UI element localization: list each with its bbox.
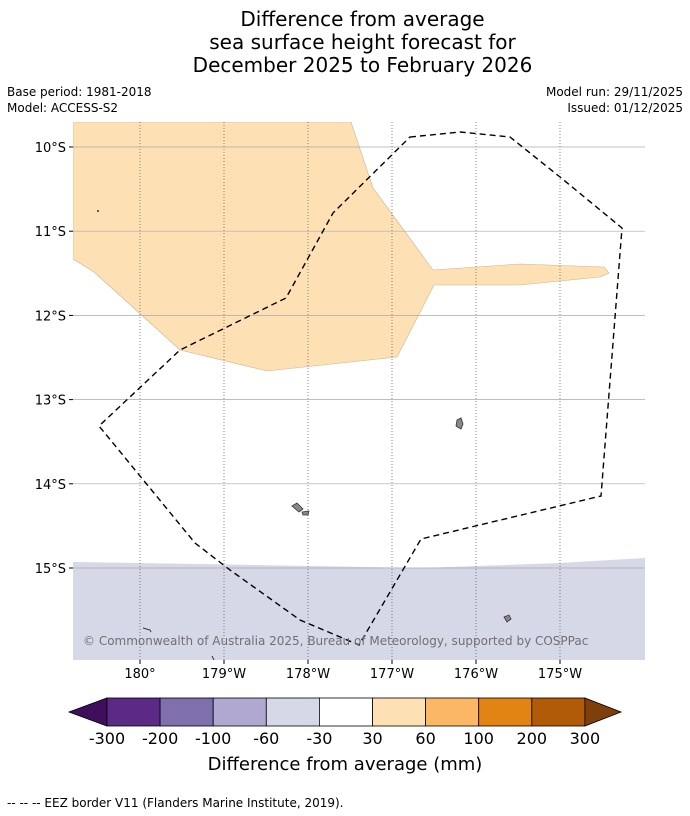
colorbar-tick-label: 30 xyxy=(362,729,382,748)
copyright-text: © Commonwealth of Australia 2025, Bureau… xyxy=(83,634,588,648)
x-tick-label: 178°W xyxy=(286,667,330,682)
anomaly-region-positive xyxy=(73,122,610,372)
model-name: Model: ACCESS-S2 xyxy=(7,101,119,115)
colorbar-bin xyxy=(318,697,373,727)
y-tick-label: 14°S xyxy=(35,478,66,493)
colorbar-bin xyxy=(106,697,161,727)
colorbar-bin xyxy=(425,697,480,727)
island-1 xyxy=(455,417,464,430)
islands xyxy=(97,210,512,660)
island-6 xyxy=(142,627,152,633)
y-axis: 10°S 11°S 12°S 13°S 14°S 15°S xyxy=(35,141,73,577)
x-axis: 180° 179°W 178°W 177°W 176°W 175°W xyxy=(124,660,582,682)
colorbar-tick-label: -60 xyxy=(253,729,279,748)
colorbar-bin xyxy=(159,697,214,727)
eez-border xyxy=(98,131,623,646)
island-4 xyxy=(503,614,512,623)
x-tick-label: 179°W xyxy=(202,667,246,682)
y-tick-label: 10°S xyxy=(35,141,66,156)
chart-title: Difference from average sea surface heig… xyxy=(0,8,690,77)
y-tick-label: 13°S xyxy=(35,394,66,409)
y-tick-label: 12°S xyxy=(35,309,66,324)
model-run: Model run: 29/11/2025 xyxy=(545,85,683,99)
colorbar-tick-label: 300 xyxy=(570,729,601,748)
colorbar-tick-label: -30 xyxy=(306,729,332,748)
colorbar-label: Difference from average (mm) xyxy=(207,754,483,775)
x-tick-label: 175°W xyxy=(538,667,582,682)
colorbar-tick-label: 200 xyxy=(517,729,548,748)
island-5 xyxy=(97,210,99,212)
map-plot-area: © Commonwealth of Australia 2025, Bureau… xyxy=(73,122,645,660)
y-tick-label: 11°S xyxy=(35,225,66,240)
colorbar-bin xyxy=(478,697,533,727)
anomaly-region-negative xyxy=(73,558,645,660)
base-period: Base period: 1981-2018 xyxy=(7,85,152,99)
title-line-3: December 2025 to February 2026 xyxy=(192,53,533,77)
metadata-left: Base period: 1981-2018 Model: ACCESS-S2 xyxy=(7,84,152,116)
island-3 xyxy=(301,510,310,516)
grid-lines xyxy=(73,122,645,660)
colorbar-bin xyxy=(372,697,426,727)
eez-legend-note: -- -- -- EEZ border V11 (Flanders Marine… xyxy=(7,796,344,810)
colorbar-extend-high xyxy=(584,697,623,727)
colorbar-tick-label: -300 xyxy=(89,729,125,748)
colorbar: -300 -200 -100 -60 -30 30 60 100 200 300 xyxy=(67,697,623,748)
colorbar-tick-label: -200 xyxy=(142,729,178,748)
x-tick-label: 180° xyxy=(124,667,155,682)
colorbar-tick-label: 60 xyxy=(415,729,435,748)
title-line-1: Difference from average xyxy=(240,7,485,31)
island-7 xyxy=(211,655,215,660)
colorbar-tick-label: 100 xyxy=(463,729,494,748)
colorbar-bin xyxy=(265,697,320,727)
issued-date: Issued: 01/12/2025 xyxy=(567,101,683,115)
island-2 xyxy=(291,502,304,513)
colorbar-tick-label: -100 xyxy=(195,729,231,748)
x-tick-label: 177°W xyxy=(370,667,414,682)
title-line-2: sea surface height forecast for xyxy=(209,30,516,54)
metadata-right: Model run: 29/11/2025 Issued: 01/12/2025 xyxy=(546,84,683,116)
y-tick-label: 15°S xyxy=(35,562,66,577)
colorbar-extend-low xyxy=(67,697,108,727)
x-tick-label: 176°W xyxy=(454,667,498,682)
colorbar-bin xyxy=(212,697,267,727)
colorbar-bin xyxy=(531,697,586,727)
